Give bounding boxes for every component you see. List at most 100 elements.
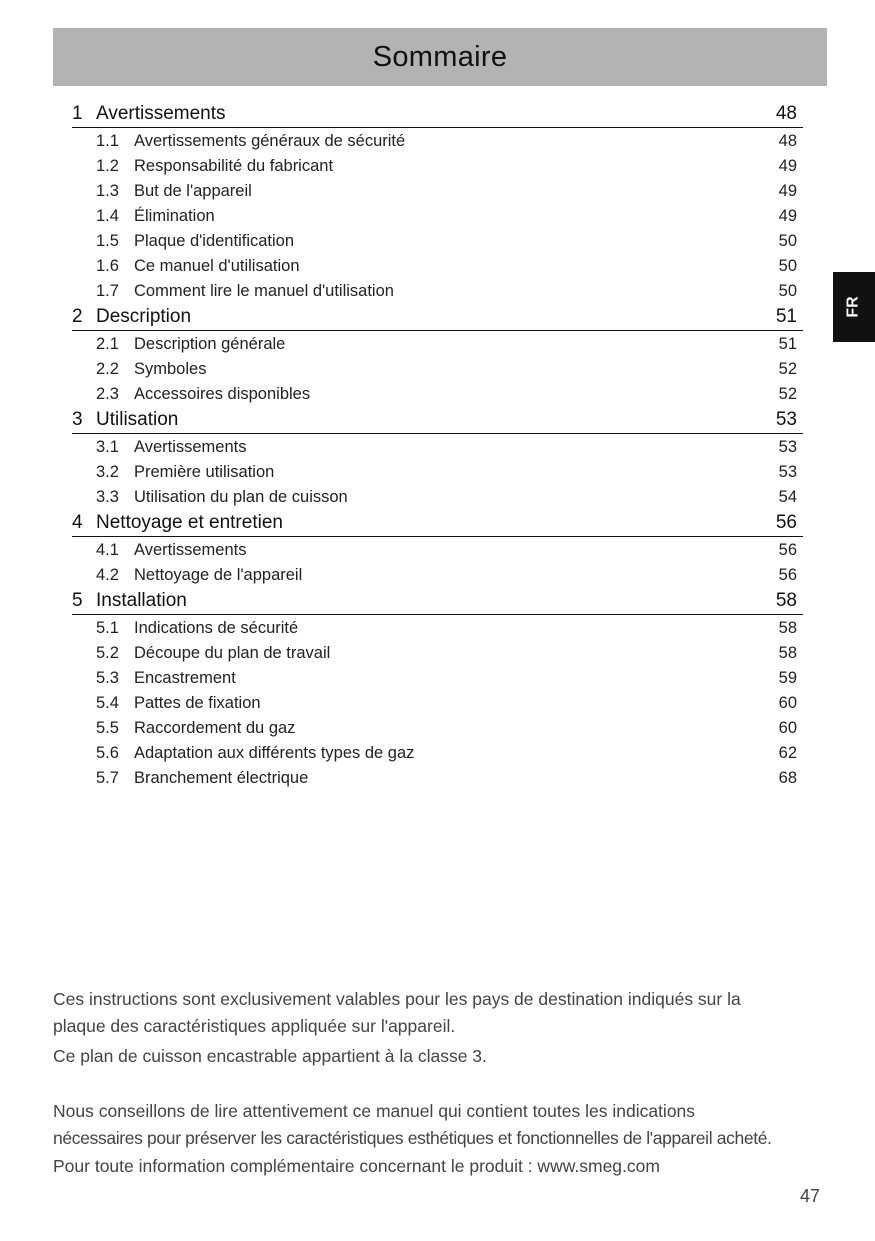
reading-advice-note: Nous conseillons de lire attentivement c… (53, 1098, 843, 1180)
entry-number: 5.7 (96, 769, 119, 787)
entry-title-group: 1.4 Élimination (96, 204, 215, 229)
page-number: 47 (800, 1186, 821, 1206)
entry-number: 1.6 (96, 257, 119, 275)
section-title-group: 5 Installation (72, 588, 187, 614)
entry-number: 5.4 (96, 694, 119, 712)
entry-title-group: 5.3 Encastrement (96, 666, 236, 691)
entry-page: 62 (778, 744, 797, 762)
toc-section-heading[interactable]: 2 Description 51 (72, 304, 803, 331)
validity-note: Ces instructions sont exclusivement vala… (53, 986, 843, 1070)
entry-title: Première utilisation (134, 463, 275, 481)
entry-number: 1.7 (96, 282, 119, 300)
entry-title: Description générale (134, 335, 286, 353)
toc-entry[interactable]: 1.5 Plaque d'identification 50 (72, 229, 803, 254)
toc-entry[interactable]: 4.1 Avertissements 56 (72, 538, 803, 563)
section-title: Description (96, 306, 192, 327)
toc-entry[interactable]: 1.3 But de l'appareil 49 (72, 179, 803, 204)
note-line: nécessaires pour préserver les caractéri… (53, 1128, 772, 1148)
toc-entry[interactable]: 1.6 Ce manuel d'utilisation 50 (72, 254, 803, 279)
entry-number: 5.6 (96, 744, 119, 762)
entry-title-group: 1.1 Avertissements généraux de sécurité (96, 129, 405, 154)
entry-title: Ce manuel d'utilisation (134, 257, 300, 275)
toc-entry[interactable]: 2.1 Description générale 51 (72, 332, 803, 357)
toc-entry[interactable]: 2.2 Symboles 52 (72, 357, 803, 382)
toc-section-heading[interactable]: 1 Avertissements 48 (72, 101, 803, 128)
entry-title-group: 4.1 Avertissements (96, 538, 247, 563)
entry-number: 3.3 (96, 488, 119, 506)
note-line: Pour toute information complémentaire co… (53, 1156, 660, 1176)
entry-title-group: 5.2 Découpe du plan de travail (96, 641, 330, 666)
entry-title: Adaptation aux différents types de gaz (134, 744, 415, 762)
section-page: 56 (775, 512, 797, 533)
entry-title: Pattes de fixation (134, 694, 261, 712)
note-line: plaque des caractéristiques appliquée su… (53, 1016, 456, 1036)
toc-entry[interactable]: 1.2 Responsabilité du fabricant 49 (72, 154, 803, 179)
entry-title-group: 5.6 Adaptation aux différents types de ga… (96, 741, 414, 766)
entry-title: Responsabilité du fabricant (134, 157, 334, 175)
toc-entry[interactable]: 3.3 Utilisation du plan de cuisson 54 (72, 485, 803, 510)
toc-entry[interactable]: 5.7 Branchement électrique 68 (72, 766, 803, 791)
note-line: Ces instructions sont exclusivement vala… (53, 989, 741, 1009)
toc-entry[interactable]: 1.4 Élimination 49 (72, 204, 803, 229)
toc-section-heading[interactable]: 4 Nettoyage et entretien 56 (72, 510, 803, 537)
section-title-group: 1 Avertissements (72, 101, 226, 127)
language-label: FR (844, 296, 862, 318)
toc-entry[interactable]: 4.2 Nettoyage de l'appareil 56 (72, 563, 803, 588)
note-line: Ce plan de cuisson encastrable appartien… (53, 1046, 487, 1066)
entry-number: 5.5 (96, 719, 119, 737)
entry-page: 58 (778, 644, 797, 662)
toc-entry[interactable]: 5.1 Indications de sécurité 58 (72, 616, 803, 641)
section-page: 51 (775, 306, 797, 327)
entry-title: Encastrement (134, 669, 236, 687)
entry-page: 58 (778, 619, 797, 637)
entry-number: 5.1 (96, 619, 119, 637)
toc-entry[interactable]: 5.5 Raccordement du gaz 60 (72, 716, 803, 741)
toc-entry[interactable]: 5.4 Pattes de fixation 60 (72, 691, 803, 716)
entry-number: 1.5 (96, 232, 119, 250)
toc-entry[interactable]: 3.2 Première utilisation 53 (72, 460, 803, 485)
section-title-group: 2 Description (72, 304, 191, 330)
entry-page: 56 (778, 541, 797, 559)
section-number: 2 (72, 306, 83, 327)
entry-title-group: 1.5 Plaque d'identification (96, 229, 294, 254)
entry-title-group: 5.1 Indications de sécurité (96, 616, 298, 641)
section-number: 1 (72, 103, 83, 124)
entry-number: 2.3 (96, 385, 119, 403)
entry-page: 52 (778, 360, 797, 378)
toc-section-heading[interactable]: 3 Utilisation 53 (72, 407, 803, 434)
language-tab: FR (833, 272, 875, 342)
section-page: 48 (775, 103, 797, 124)
toc-section-heading[interactable]: 5 Installation 58 (72, 588, 803, 615)
entry-page: 59 (778, 669, 797, 687)
entry-title: Découpe du plan de travail (134, 644, 331, 662)
entry-page: 50 (778, 232, 797, 250)
section-page: 58 (775, 590, 797, 611)
entry-title: Accessoires disponibles (134, 385, 311, 403)
section-title: Nettoyage et entretien (96, 512, 283, 533)
toc-entry[interactable]: 2.3 Accessoires disponibles 52 (72, 382, 803, 407)
entry-title-group: 1.2 Responsabilité du fabricant (96, 154, 333, 179)
toc-entry[interactable]: 5.3 Encastrement 59 (72, 666, 803, 691)
toc-entry[interactable]: 5.2 Découpe du plan de travail 58 (72, 641, 803, 666)
entry-page: 49 (778, 182, 797, 200)
entry-title: Raccordement du gaz (134, 719, 296, 737)
entry-title-group: 2.2 Symboles (96, 357, 206, 382)
toc-entry[interactable]: 1.7 Comment lire le manuel d'utilisation 5… (72, 279, 803, 304)
entry-title-group: 5.5 Raccordement du gaz (96, 716, 295, 741)
entry-page: 52 (778, 385, 797, 403)
toc-entry[interactable]: 5.6 Adaptation aux différents types de ga… (72, 741, 803, 766)
entry-number: 5.2 (96, 644, 119, 662)
entry-title-group: 2.3 Accessoires disponibles (96, 382, 310, 407)
entry-page: 50 (778, 282, 797, 300)
toc-entry[interactable]: 1.1 Avertissements généraux de sécurité 48 (72, 129, 803, 154)
entry-page: 51 (778, 335, 797, 353)
entry-page: 48 (778, 132, 797, 150)
entry-title: But de l'appareil (134, 182, 252, 200)
table-of-contents: 1 Avertissements 48 1.1 Avertissements génér… (72, 101, 803, 791)
entry-title: Avertissements (134, 438, 247, 456)
entry-page: 60 (778, 719, 797, 737)
entry-number: 5.3 (96, 669, 119, 687)
section-number: 4 (72, 512, 83, 533)
toc-entry[interactable]: 3.1 Avertissements 53 (72, 435, 803, 460)
entry-page: 50 (778, 257, 797, 275)
